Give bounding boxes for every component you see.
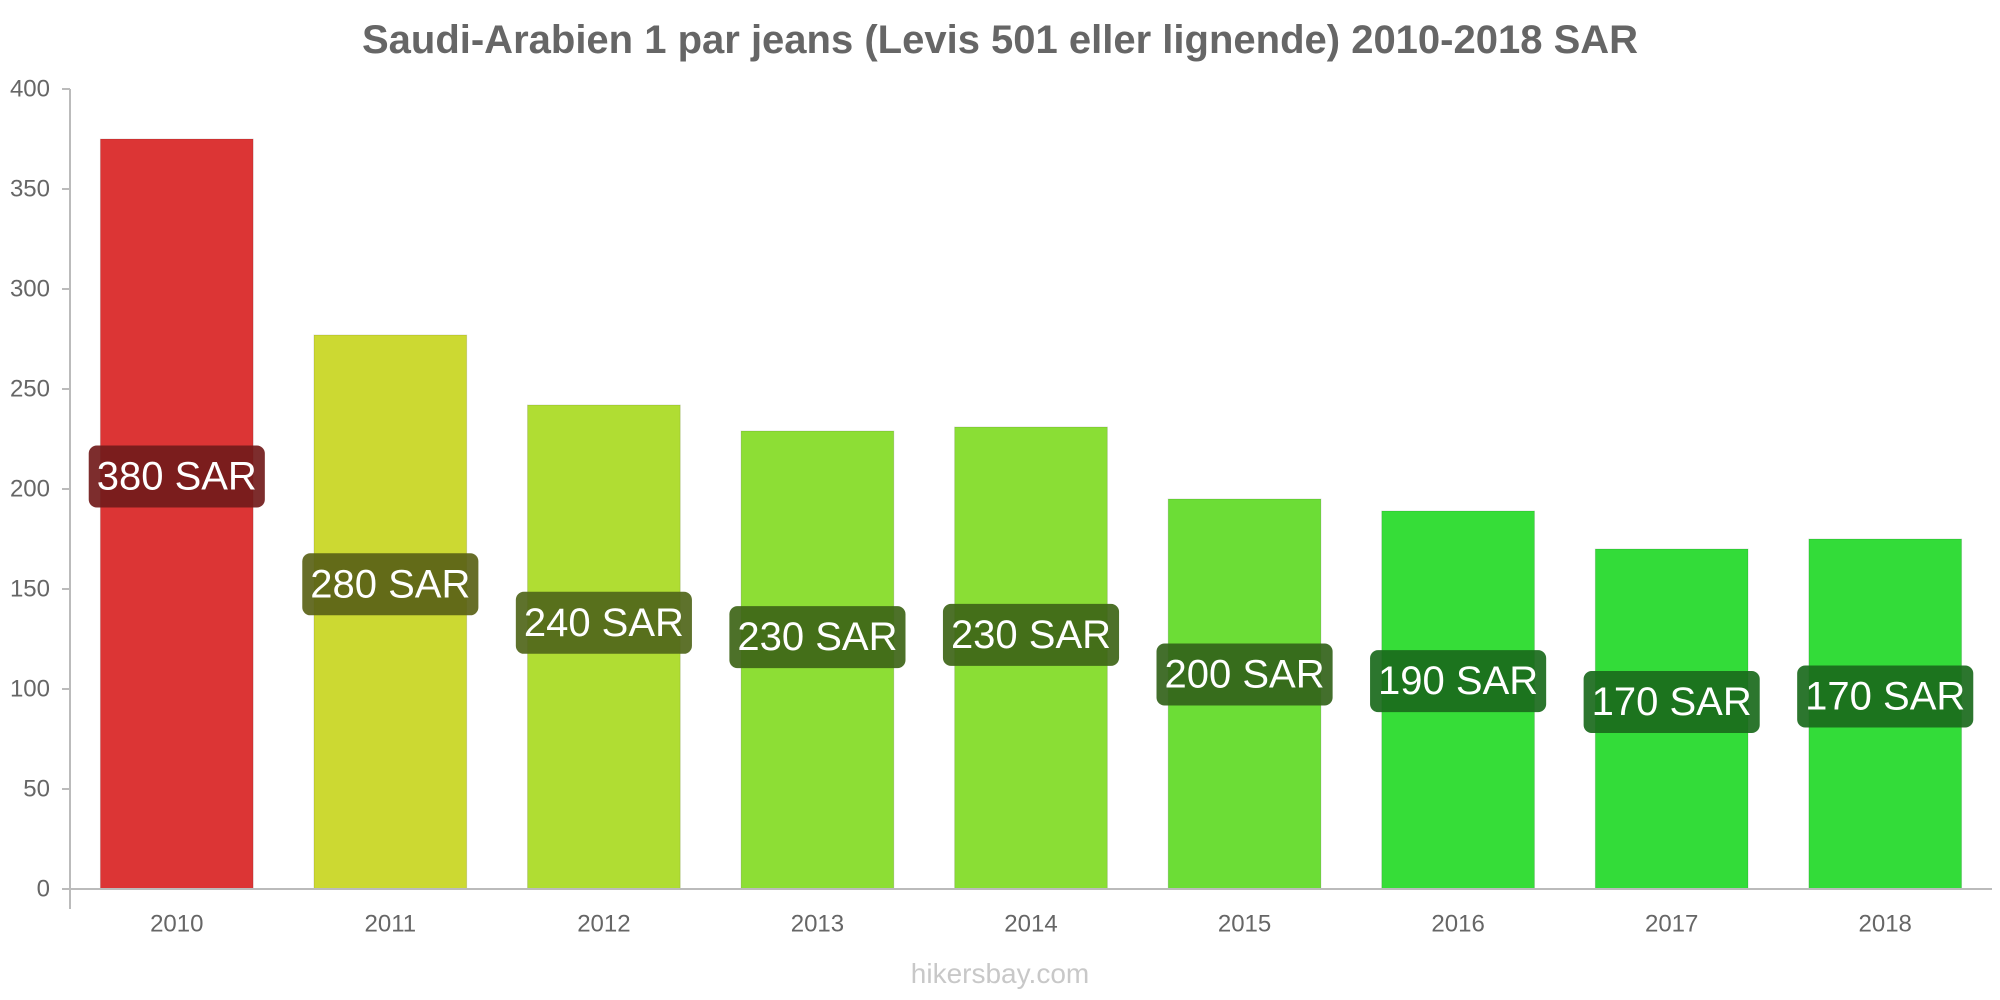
x-tick-label: 2015 [1218,911,1271,938]
value-label-text: 240 SAR [524,601,684,645]
value-label-text: 230 SAR [951,613,1111,657]
value-label-text: 200 SAR [1165,653,1325,697]
x-tick-label: 2013 [791,911,844,938]
value-label-2017: 170 SAR [1583,671,1760,733]
y-tick-label: 150 [10,576,50,603]
x-tick-label: 2016 [1431,911,1484,938]
chart-title: Saudi-Arabien 1 par jeans (Levis 501 ell… [361,18,1639,62]
value-label-bg [729,606,906,669]
bars [99,138,1963,890]
x-tick-label: 2012 [577,911,630,938]
value-label-2011: 280 SAR [302,553,479,616]
y-tick-label: 50 [23,776,50,803]
x-tick-label: 2010 [150,911,203,938]
value-label-bg [942,603,1120,666]
value-label-2016: 190 SAR [1370,650,1547,713]
y-tick-label: 200 [10,476,50,503]
value-label-2014: 230 SAR [942,603,1120,666]
y-tick-label: 400 [10,76,50,103]
footer-credit: hikersbay.com [910,958,1090,989]
value-label-2012: 240 SAR [515,591,692,654]
value-label-text: 170 SAR [1805,675,1965,719]
value-label-bg [515,591,692,654]
value-label-bg [1156,643,1333,706]
value-label-text: 190 SAR [1378,659,1538,703]
y-axis: 0 50 100 150 200 250 300 350 400 [10,76,71,909]
value-label-2018: 170 SAR [1797,665,1974,728]
y-tick-label: 0 [37,876,50,903]
value-label-2015: 200 SAR [1156,643,1333,706]
x-axis: 2010 2011 2012 2013 2014 2015 2016 2017 2018 [70,888,1992,938]
y-tick-label: 250 [10,376,50,403]
value-label-2010: 380 SAR [88,445,265,508]
x-tick-label: 2011 [365,911,417,938]
x-tick-label: 2017 [1645,911,1698,938]
value-label-text: 230 SAR [737,615,897,659]
value-labels: 380 SAR 280 SAR 240 SAR 230 SAR 230 SAR 200 S… [88,445,1974,733]
value-label-text: 170 SAR [1592,680,1752,724]
y-tick-label: 100 [10,676,50,703]
x-tick-label: 2018 [1859,911,1912,938]
value-label-2013: 230 SAR [729,606,906,669]
value-label-text: 280 SAR [310,562,470,606]
bar-2010 [99,138,254,890]
value-label-bg [1583,671,1760,733]
value-label-bg [1370,650,1547,713]
y-tick-label: 300 [10,276,50,303]
value-label-bg [88,445,265,508]
y-tick-label: 350 [10,176,50,203]
value-label-bg [302,553,479,616]
value-label-text: 380 SAR [97,455,257,499]
value-label-bg [1797,665,1974,728]
x-tick-label: 2014 [1004,911,1057,938]
